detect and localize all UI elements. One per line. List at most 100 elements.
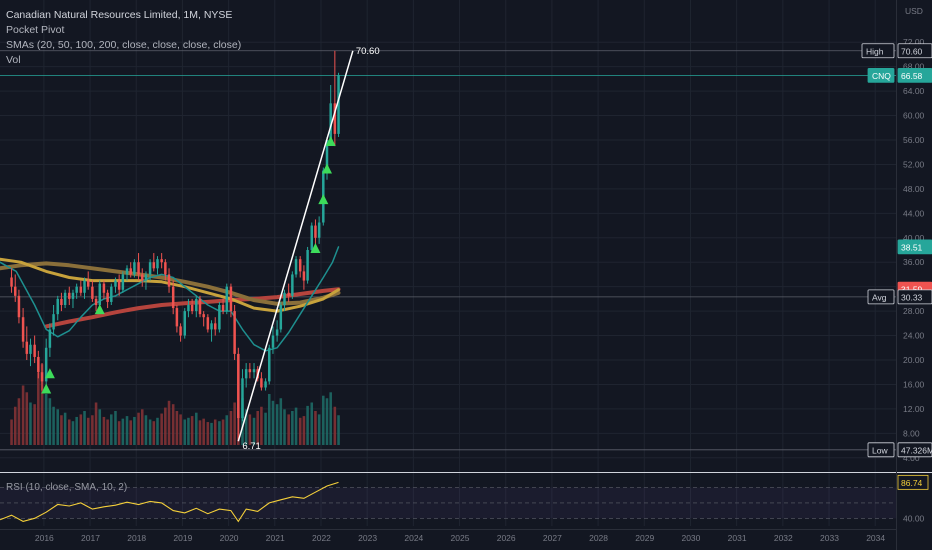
volume-bar xyxy=(106,419,109,445)
candle-body xyxy=(141,274,144,281)
year-tick-label: 2018 xyxy=(127,533,146,543)
candle-body xyxy=(213,323,217,330)
volume-bar xyxy=(71,421,75,445)
volume-bar xyxy=(322,395,325,445)
candle-body xyxy=(48,329,52,348)
volume-bar xyxy=(125,416,129,445)
price-tick-label: 4.00 xyxy=(903,453,920,463)
volume-bar xyxy=(140,409,144,445)
candle-body xyxy=(294,259,298,275)
year-tick-label: 2027 xyxy=(543,533,562,543)
volume-bar xyxy=(48,398,52,445)
year-tick-label: 2021 xyxy=(266,533,285,543)
volume-bar xyxy=(152,421,156,445)
pocket-pivot-marker xyxy=(94,304,105,315)
volume-bar xyxy=(75,416,78,445)
year-tick-label: 2025 xyxy=(451,533,470,543)
candle-body xyxy=(33,344,36,357)
year-tick-label: 2022 xyxy=(312,533,331,543)
volume-bar xyxy=(10,419,13,445)
volume-bar xyxy=(33,404,36,445)
candle-body xyxy=(60,298,63,305)
volume-bar xyxy=(102,416,106,445)
price-badge: High 70.60 xyxy=(861,43,932,59)
price-tick-label: 68.00 xyxy=(903,62,925,72)
volume-bar xyxy=(317,414,321,445)
badge-label: High xyxy=(866,46,884,56)
year-tick-label: 2026 xyxy=(497,533,516,543)
price-tick-label: 64.00 xyxy=(903,86,925,96)
badge-label-box xyxy=(867,67,895,83)
badge-value-box xyxy=(897,289,932,305)
badge-label-box xyxy=(867,289,895,305)
volume-bar xyxy=(233,402,236,445)
indicator-smas[interactable]: SMAs (20, 50, 100, 200, close, close, cl… xyxy=(6,39,242,51)
volume-bar xyxy=(329,392,332,445)
badge-value-box xyxy=(897,67,932,83)
volume-bar xyxy=(187,417,190,445)
candle-body xyxy=(75,286,78,293)
volume-bar xyxy=(210,422,213,445)
price-tick-label: 60.00 xyxy=(903,111,925,121)
rsi-value: 86.74 xyxy=(901,478,923,488)
candle-body xyxy=(29,344,32,354)
volume-bar xyxy=(333,406,337,445)
volume-bar xyxy=(179,414,182,445)
rsi-legend[interactable]: RSI (10, close, SMA, 10, 2) xyxy=(6,482,128,493)
rsi-tick-label: 40.00 xyxy=(903,513,925,523)
badge-label: Avg xyxy=(872,292,887,302)
pocket-pivot-marker xyxy=(318,194,329,205)
candle-body xyxy=(133,262,136,275)
candle-body xyxy=(221,305,225,312)
candle-body xyxy=(17,295,21,318)
volume-bar xyxy=(279,398,283,445)
candle-body xyxy=(25,341,29,354)
volume-bar xyxy=(298,417,302,445)
candle-body xyxy=(244,369,248,379)
badge-label: CNQ xyxy=(872,71,891,81)
candle-body xyxy=(152,262,156,269)
candle-body xyxy=(195,298,198,312)
candle-body xyxy=(160,259,163,263)
indicator-volume[interactable]: Vol xyxy=(6,54,21,66)
candle-body xyxy=(167,274,171,287)
year-tick-label: 2030 xyxy=(681,533,700,543)
volume-bar xyxy=(37,372,40,445)
price-tick-label: 52.00 xyxy=(903,159,925,169)
volume-bar xyxy=(117,421,121,445)
volume-bar xyxy=(306,405,309,445)
candle-body xyxy=(268,347,271,382)
badge-value: 66.58 xyxy=(901,71,923,81)
volume-bar xyxy=(241,398,244,445)
volume-bar xyxy=(148,419,152,445)
candle-body xyxy=(91,286,94,299)
rsi-line xyxy=(0,481,339,523)
candle-body xyxy=(40,372,44,382)
volume-bar xyxy=(67,419,71,445)
volume-bar xyxy=(156,417,159,445)
badge-label-box xyxy=(861,43,895,59)
symbol-title[interactable]: Canadian Natural Resources Limited, 1M, … xyxy=(6,9,233,21)
volume-bar xyxy=(94,402,98,445)
price-tick-label: 36.00 xyxy=(903,257,925,267)
volume-bar xyxy=(337,415,340,445)
price-badge: Avg 30.33 xyxy=(867,289,932,305)
badge-label-box xyxy=(867,442,895,458)
volume-bar xyxy=(171,404,175,445)
price-tick-label: 28.00 xyxy=(903,306,925,316)
candle-body xyxy=(337,75,340,134)
volume-bar xyxy=(287,414,290,445)
badge-value: 70.60 xyxy=(901,46,923,56)
volume-bar xyxy=(25,392,29,445)
indicator-pocket-pivot[interactable]: Pocket Pivot xyxy=(6,24,65,36)
candle-body xyxy=(121,274,125,290)
candle-body xyxy=(287,292,290,296)
candle-body xyxy=(183,311,186,336)
badge-value: 30.33 xyxy=(901,292,923,302)
volume-bar xyxy=(175,411,179,445)
price-tick-label: 56.00 xyxy=(903,135,925,145)
price-badge: Low 47.326M xyxy=(867,442,932,458)
candle-body xyxy=(98,283,102,305)
